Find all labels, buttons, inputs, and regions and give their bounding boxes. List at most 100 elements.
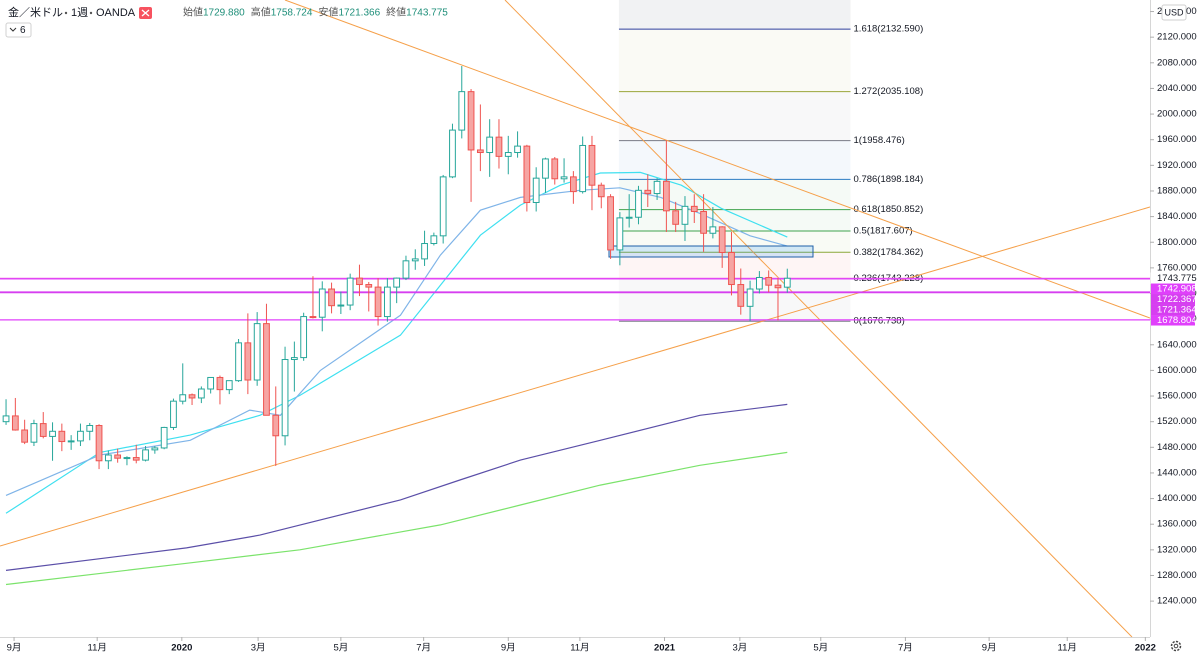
currency-box[interactable] xyxy=(1161,4,1187,21)
candle-body xyxy=(709,226,717,234)
ohlc-value: 1721.366 xyxy=(338,8,380,19)
candle-body xyxy=(300,316,308,359)
candle-body xyxy=(551,158,559,180)
y-tick-label: 1840.000 xyxy=(1157,211,1197,222)
candle-body xyxy=(765,276,773,286)
candle-body xyxy=(486,136,494,154)
ohlc-label: 終値 xyxy=(386,6,406,19)
candle-body xyxy=(718,226,726,253)
trend-lines xyxy=(0,0,1150,637)
candle-body xyxy=(523,145,531,204)
y-tick-label: 1520.000 xyxy=(1157,416,1197,427)
candle-body xyxy=(495,136,503,157)
candle-body xyxy=(439,176,447,237)
indicator-toggle[interactable]: 6 xyxy=(5,22,32,38)
fib-top-band xyxy=(618,0,851,30)
candle-body xyxy=(393,277,401,288)
fib-label: 1.618(2132.590) xyxy=(854,24,924,35)
candle-body xyxy=(49,430,56,437)
candle-body xyxy=(569,176,577,193)
ohlc-label: 高値 xyxy=(251,6,271,19)
candle-body xyxy=(170,400,177,428)
candle-body xyxy=(142,449,149,461)
candle-body xyxy=(225,380,233,391)
candle-body xyxy=(635,189,642,218)
fib-label: 0(1676.738) xyxy=(854,316,905,327)
candle-body xyxy=(216,376,224,391)
plot-area: 1.618(2132.590) 1.272(2035.108) 1(1958.476… xyxy=(0,0,1150,637)
fib-band xyxy=(618,91,851,141)
candle-body xyxy=(560,176,568,180)
gear-inner xyxy=(1173,643,1179,649)
candle-body xyxy=(188,394,196,399)
fib-label: 0.786(1898.184) xyxy=(854,174,924,185)
candle-body xyxy=(504,152,512,157)
candle-body xyxy=(662,180,670,212)
candle-body xyxy=(21,429,29,443)
y-tick-label: 1480.000 xyxy=(1157,442,1197,453)
ohlc-legend: 始値 1729.880 高値 1758.724 安値 1721.366 終値 1743.775 xyxy=(183,6,448,19)
ohlc-value: 1758.724 xyxy=(271,8,313,19)
x-tick-label: 2022 xyxy=(1135,643,1156,654)
price-label-box xyxy=(1151,304,1195,316)
candle-body xyxy=(542,158,549,179)
y-tick-label: 1760.000 xyxy=(1157,262,1197,273)
x-tick-label: 3月 xyxy=(251,643,266,654)
moving-average xyxy=(5,187,788,496)
gear-outer[interactable] xyxy=(1170,640,1182,652)
candle-body xyxy=(11,415,19,431)
price-label: 1721.364 xyxy=(1157,304,1197,315)
candle-body xyxy=(58,430,66,443)
candle-body xyxy=(616,217,624,251)
y-tick-label: 1800.000 xyxy=(1157,237,1197,248)
x-tick-label: 3月 xyxy=(732,643,747,654)
price-lines xyxy=(0,277,1150,321)
candle-body xyxy=(383,286,391,318)
x-tick-label: 11月 xyxy=(88,643,107,654)
candle-body xyxy=(197,388,205,399)
y-tick-label: 2120.000 xyxy=(1157,32,1197,43)
y-tick-label: 1560.000 xyxy=(1157,391,1197,402)
currency-button[interactable]: USD xyxy=(1161,4,1187,21)
flag-icon[interactable] xyxy=(139,7,152,19)
candle-body xyxy=(337,304,345,307)
toggle-box[interactable] xyxy=(5,22,32,38)
candle-body xyxy=(104,454,112,462)
candle-body xyxy=(681,205,689,225)
candle-body xyxy=(607,196,614,251)
candle-body xyxy=(625,216,633,219)
y-tick-label: 1360.000 xyxy=(1157,519,1197,530)
x-tick-label: 9月 xyxy=(7,643,22,654)
price-label: 1742.908 xyxy=(1157,283,1197,294)
x-tick-label: 9月 xyxy=(501,643,516,654)
candle-body xyxy=(253,323,261,381)
fib-label: 1(1958.476) xyxy=(854,135,905,146)
indicator-count: 6 xyxy=(20,25,26,36)
candle-body xyxy=(356,277,363,286)
chevron xyxy=(9,27,17,32)
candle-body xyxy=(728,251,735,286)
x-tick-label: 11月 xyxy=(570,643,589,654)
candle-body xyxy=(588,144,596,186)
candle-body xyxy=(244,342,252,381)
flag-mark xyxy=(141,9,150,17)
fib-label: 0.382(1784.362) xyxy=(854,247,924,258)
candle-body xyxy=(690,205,698,212)
x-tick-label: 5月 xyxy=(813,643,828,654)
candle-body xyxy=(755,276,763,290)
price-label-box xyxy=(1151,315,1195,326)
y-tick-label: 2080.000 xyxy=(1157,57,1197,68)
candle-body xyxy=(67,440,75,443)
candle-body xyxy=(374,286,382,318)
fib-band xyxy=(618,140,851,180)
y-tick-label: 1960.000 xyxy=(1157,134,1197,145)
candle-body xyxy=(207,376,215,390)
fib-label: 0.618(1850.852) xyxy=(854,204,924,215)
fib-band xyxy=(618,29,851,92)
trend-line xyxy=(0,206,1150,547)
settings-icon[interactable] xyxy=(1170,640,1182,652)
candle-body xyxy=(39,423,47,437)
candle-body xyxy=(458,91,466,131)
candle-body xyxy=(123,457,131,460)
